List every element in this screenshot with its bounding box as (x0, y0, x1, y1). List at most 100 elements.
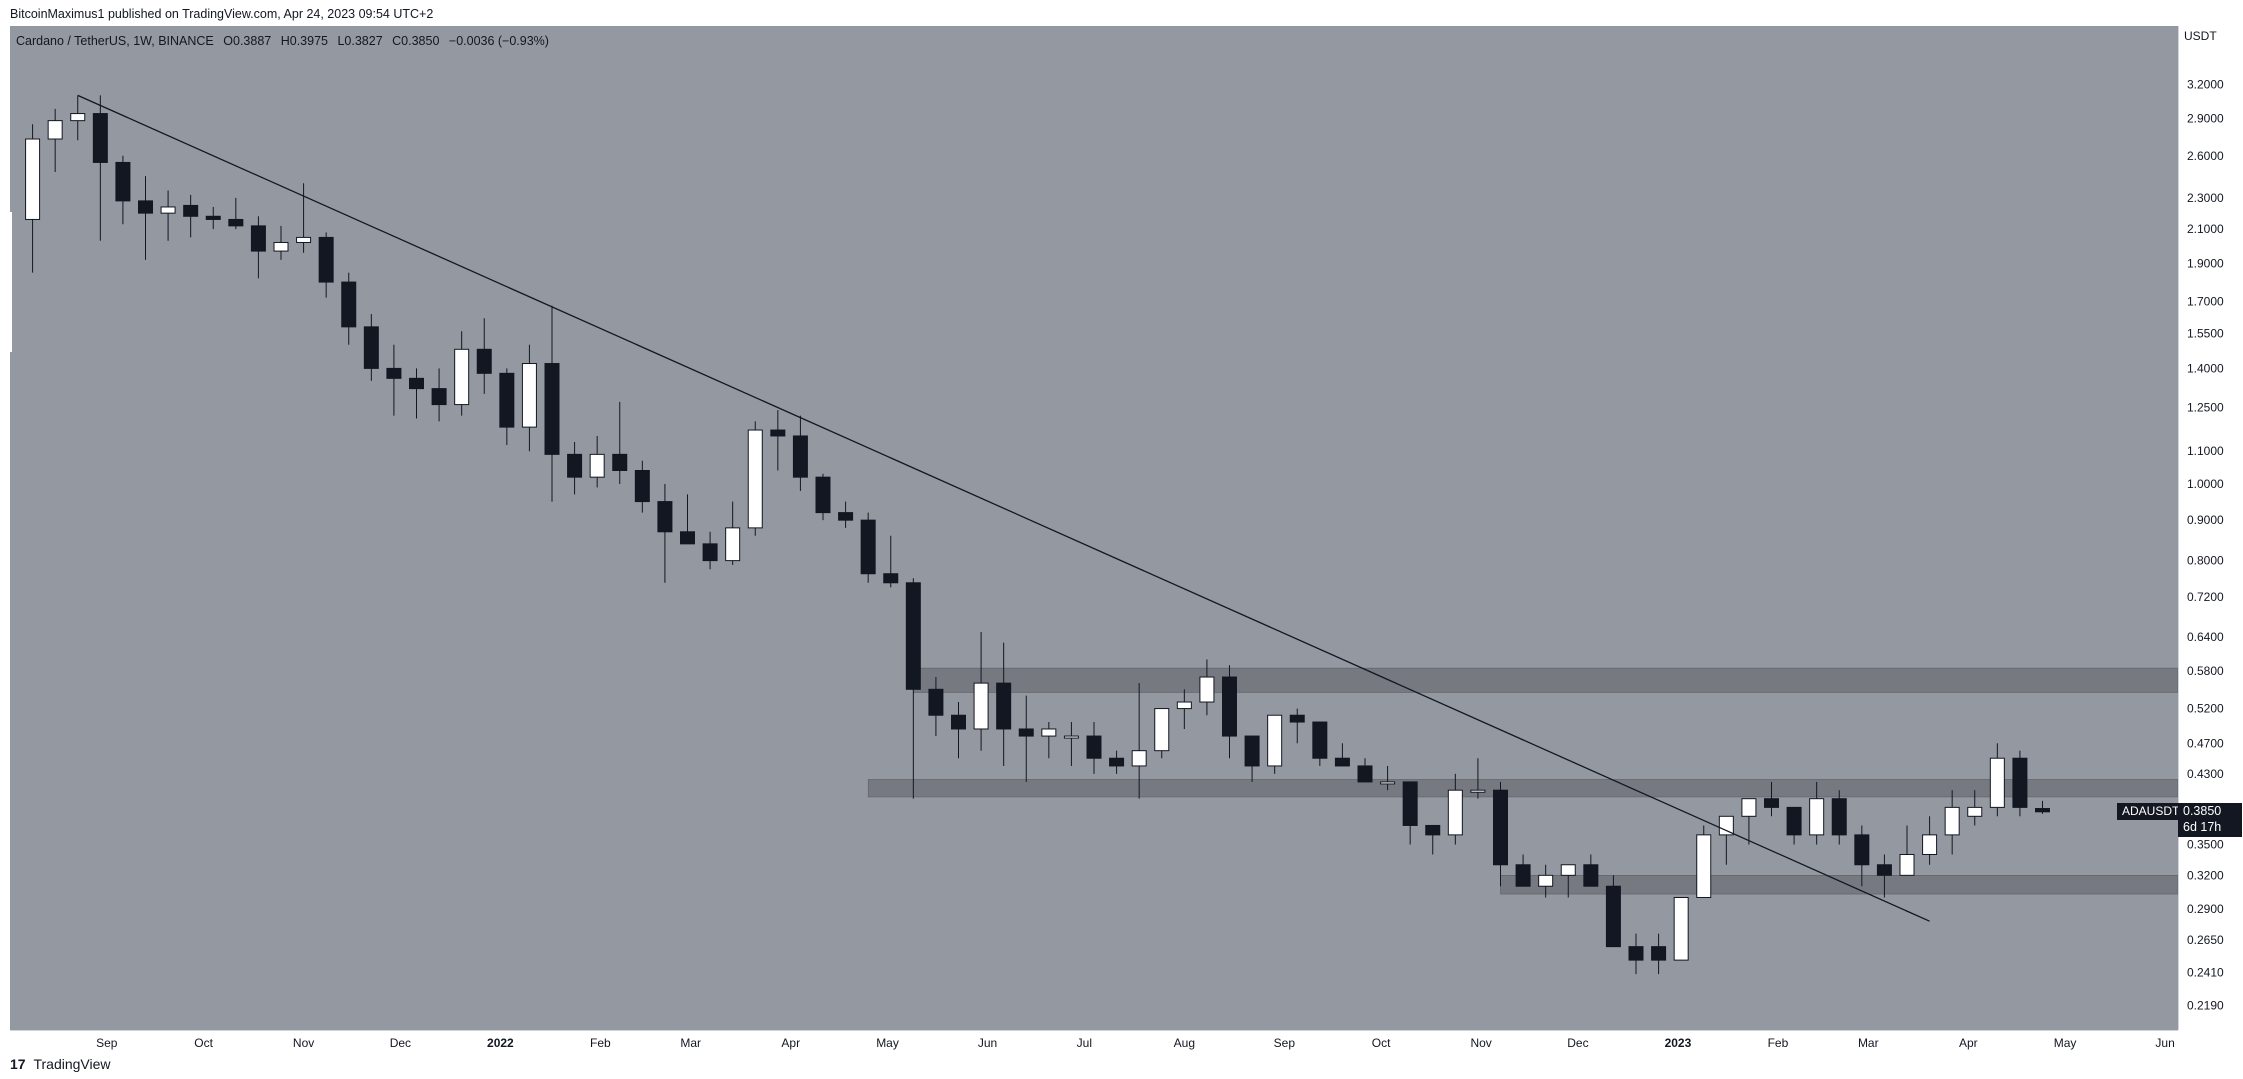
candle-body-up (70, 113, 86, 122)
time-tick-label: Jun (978, 1036, 997, 1050)
candle-body-down (1425, 824, 1441, 836)
time-tick-label: May (2054, 1036, 2077, 1050)
candle (1741, 798, 1757, 845)
candle (183, 194, 199, 238)
time-tick-label: Nov (1470, 1036, 1491, 1050)
candle (1154, 708, 1170, 759)
candle-body-down (341, 281, 357, 328)
candle (1651, 933, 1667, 975)
candle-body-down (702, 543, 718, 562)
candle-body-down (137, 200, 154, 214)
time-tick-label: Feb (1768, 1036, 1789, 1050)
candle (250, 216, 266, 279)
candle-body-down (1583, 864, 1599, 887)
candle (747, 421, 763, 536)
candle-body-down (1876, 864, 1892, 876)
candle-body-down (1244, 735, 1260, 767)
candle-body-down (1109, 757, 1125, 767)
price-tick-label: 0.5800 (2187, 664, 2224, 678)
candle (1018, 695, 1034, 782)
candle (1312, 721, 1328, 766)
low-value: 0.3827 (344, 34, 383, 48)
price-tick-label: 2.3000 (2187, 191, 2224, 205)
candle (567, 441, 583, 495)
candle (1696, 825, 1712, 898)
candle (1899, 825, 1915, 876)
price-tick-label: 0.4700 (2187, 736, 2224, 750)
candle-body-down (905, 582, 921, 690)
candle-body-down (183, 204, 199, 217)
candle (702, 531, 718, 570)
support-resistance-zone (867, 779, 2178, 798)
price-tick-label: 0.2900 (2187, 902, 2224, 916)
candle-body-up (296, 236, 312, 243)
candle (589, 435, 605, 488)
high-label: H (280, 34, 290, 48)
candle-body-up (1470, 789, 1486, 793)
time-tick-label: Dec (390, 1036, 411, 1050)
candle (883, 535, 899, 588)
candle-body-down (1763, 798, 1780, 808)
candle (2034, 800, 2051, 814)
candle-body-down (1628, 946, 1644, 961)
candle-body-down (1515, 864, 1531, 887)
ohlc-legend: Cardano / TetherUS, 1W, BINANCE O0.3887 … (16, 34, 549, 48)
candle (160, 190, 176, 241)
candle-body-down (883, 573, 899, 584)
candle (1876, 854, 1892, 898)
candle (454, 331, 470, 416)
candle-body-down (612, 453, 628, 471)
candle (1357, 758, 1373, 783)
candle-body-down (1289, 714, 1305, 723)
close-label: C (392, 34, 402, 48)
chart-area[interactable] (10, 26, 2178, 1030)
candle (1334, 743, 1350, 767)
candle (928, 677, 944, 737)
candle-body-up (1718, 815, 1734, 836)
candle (1628, 933, 1644, 975)
candle (1989, 743, 2005, 817)
candle (205, 206, 221, 230)
price-chart[interactable] (10, 26, 2178, 1030)
candle-body-up (1380, 781, 1396, 785)
time-axis[interactable]: Sep Oct Nov Dec 2022 Feb Mar Apr May Jun Jul Aug Sep… (10, 1030, 2178, 1053)
candle-body-down (1605, 885, 1621, 948)
price-tick-label: 0.3200 (2187, 868, 2224, 882)
tradingview-brand: TradingView (33, 1056, 111, 1072)
tradingview-logo-icon: 17 (10, 1056, 26, 1072)
price-tick-label: 1.0000 (2187, 477, 2224, 491)
candle (1538, 864, 1554, 898)
candle (70, 95, 86, 141)
candle-body-up (1267, 714, 1283, 767)
candle (228, 197, 244, 230)
candle (1267, 714, 1283, 774)
candle (1131, 683, 1147, 799)
candle-body-up (521, 363, 537, 428)
candle-body-up (160, 206, 176, 214)
time-tick-label: May (876, 1036, 899, 1050)
chart-left-edge (10, 212, 12, 352)
candle-body-down (1492, 789, 1509, 866)
candle (1380, 765, 1396, 791)
candle-body-down (1402, 781, 1418, 826)
candle (679, 494, 696, 545)
price-tick-label: 0.9000 (2187, 513, 2224, 527)
candle (1922, 816, 1938, 865)
candle-body-up (1063, 735, 1079, 739)
candle-body-down (476, 348, 492, 374)
price-axis[interactable]: USDT 3.2000 2.9000 2.6000 2.3000 2.1000 1.9000… (2178, 26, 2243, 1030)
candle (1854, 825, 1870, 887)
candle (1605, 875, 1621, 948)
candle (634, 460, 650, 513)
price-tick-label: 0.3500 (2187, 838, 2224, 852)
candle (363, 314, 379, 381)
candle (1221, 665, 1238, 759)
published-text: BitcoinMaximus1 published on TradingView… (10, 7, 434, 21)
candle-body-up (1131, 750, 1147, 767)
candle (2012, 750, 2028, 817)
candle-body-down (1086, 735, 1102, 759)
candle-body-down (1221, 676, 1238, 737)
time-tick-label: Aug (1174, 1036, 1195, 1050)
time-tick-label: Mar (1858, 1036, 1879, 1050)
candle-body-up (1154, 708, 1170, 752)
